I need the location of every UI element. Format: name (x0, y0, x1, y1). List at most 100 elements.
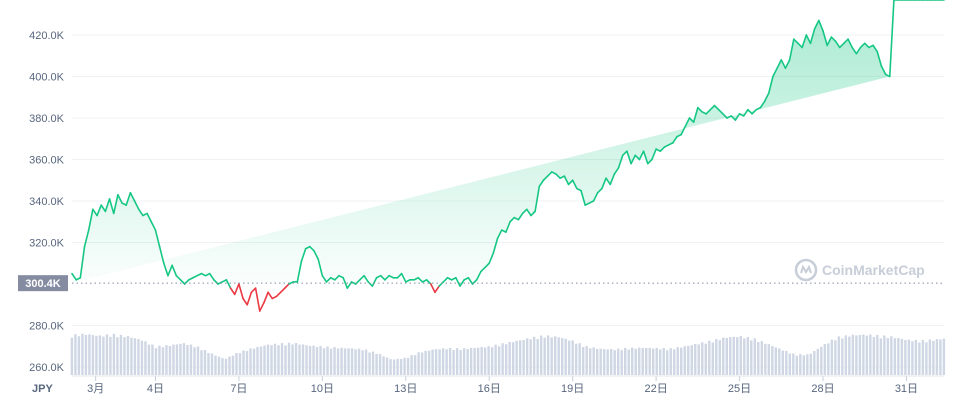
volume-bar (585, 346, 588, 375)
volume-bar (718, 340, 721, 375)
volume-bar (921, 339, 925, 375)
price-line-segment (596, 187, 603, 194)
price-line-segment (538, 179, 545, 188)
volume-bar (907, 339, 911, 375)
volume-bar (701, 342, 704, 375)
volume-bar (767, 344, 770, 375)
price-line-segment (713, 104, 720, 111)
volume-bar (434, 349, 438, 375)
price-line-segment (108, 198, 115, 215)
price-line-segment (525, 208, 532, 217)
volume-bar (529, 339, 532, 375)
volume-bar (729, 337, 732, 375)
price-line-segment (384, 274, 390, 281)
volume-bar (319, 345, 322, 375)
volume-bar (392, 359, 396, 375)
volume-bar (448, 347, 452, 375)
volume-bar (189, 344, 193, 375)
price-line-segment (592, 191, 599, 202)
volume-bar (98, 335, 102, 375)
volume-bar (581, 347, 585, 375)
price-line-segment (442, 276, 449, 283)
volume-bar (792, 353, 795, 375)
y-tick-label: 320.0K (29, 238, 65, 250)
volume-bar (396, 358, 399, 375)
price-line-segment (546, 171, 553, 177)
price-line-segment (396, 272, 403, 279)
y-tick-label: 360.0K (29, 155, 65, 167)
volume-bar (771, 346, 774, 375)
price-line (71, 0, 945, 312)
volume-bar (683, 346, 686, 375)
price-line-segment (617, 154, 624, 169)
price-line-segment (125, 191, 132, 206)
y-tick-label: 280.0K (29, 321, 65, 333)
volume-bar (203, 349, 207, 375)
volume-bar (680, 347, 683, 375)
volume-bar (224, 358, 228, 375)
price-line-segment (630, 154, 637, 165)
volume-bar (417, 352, 420, 375)
volume-bar (130, 337, 133, 375)
price-line-segment (179, 279, 186, 285)
volume-bar (347, 348, 350, 375)
volume-bar (84, 334, 88, 375)
price-line-segment (705, 108, 712, 115)
price-line-segment (855, 46, 862, 55)
volume-bar (848, 336, 851, 375)
price-line-segment (534, 185, 541, 213)
volume-bar (221, 358, 224, 375)
volume-bar (263, 345, 266, 375)
volume-bar (553, 336, 557, 375)
volume-bar (715, 339, 718, 375)
price-line-segment (279, 287, 286, 294)
volume-bar (182, 343, 186, 375)
volume-bar (659, 349, 662, 375)
volume-bar (259, 346, 263, 375)
volume-bar (196, 346, 200, 375)
volume-bar (876, 334, 879, 375)
volume-bar (813, 351, 816, 375)
price-line-segment (671, 135, 678, 144)
volume-bar (739, 336, 742, 375)
volume-bar (200, 350, 203, 375)
volume-bar (511, 342, 515, 375)
price-line-segment (488, 252, 495, 265)
price-line-segment (242, 297, 249, 306)
volume-bar (571, 340, 574, 375)
volume-bar (70, 337, 74, 375)
x-tick-label: 31日 (895, 383, 918, 395)
volume-bar (343, 348, 347, 375)
volume-bar (102, 336, 105, 375)
volume-bar (147, 344, 151, 375)
volume-bar (648, 347, 651, 375)
volume-bar (515, 340, 518, 375)
volume-bar (858, 335, 862, 375)
y-tick-label: 260.0K (29, 362, 65, 374)
price-line-segment (571, 179, 578, 190)
volume-bar (462, 348, 466, 375)
volume-bar (522, 340, 525, 375)
price-line-segment (530, 210, 536, 217)
volume-bar (830, 339, 834, 375)
x-tick-label: 22日 (644, 383, 667, 395)
price-line-segment (826, 36, 833, 47)
volume-bar (438, 349, 441, 375)
volume-bar (869, 334, 872, 375)
volume-bar (736, 337, 739, 375)
price-line-segment (300, 247, 307, 262)
volume-bar (504, 344, 508, 375)
volume-bar (252, 348, 256, 375)
price-line-segment (763, 92, 770, 103)
volume-bar (231, 355, 235, 375)
volume-bar (862, 334, 865, 375)
price-line-segment (784, 59, 791, 69)
reference-price-badge (18, 275, 68, 292)
volume-bar (631, 347, 634, 375)
volume-bar (235, 352, 238, 375)
volume-bar (757, 342, 760, 375)
volume-bar (932, 340, 935, 375)
price-line-segment (863, 42, 870, 49)
price-line-segment (133, 200, 140, 211)
